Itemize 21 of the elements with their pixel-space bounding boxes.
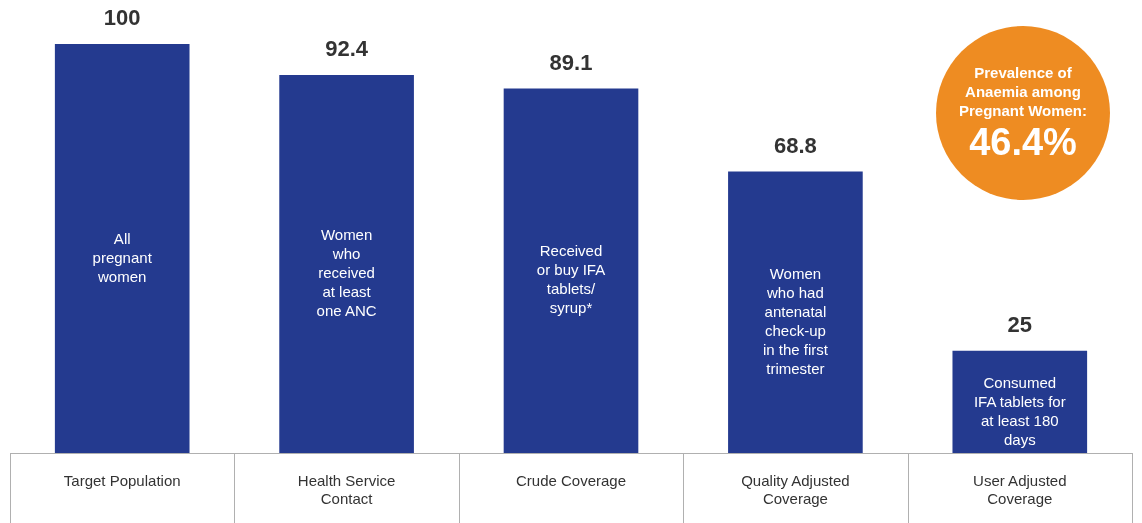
circle-badge: Prevalence of Anaemia among Pregnant Women: 46.4%: [936, 26, 1110, 200]
data-label: 25: [1007, 311, 1033, 337]
x-tick-label: User Adjusted Coverage: [973, 472, 1067, 508]
data-label: 89.1: [549, 49, 593, 75]
annotation: Received or buy IFA tablets/ syrup*: [536, 242, 606, 317]
x-tick-label: Health Service Contact: [297, 472, 396, 508]
bar: [54, 44, 190, 453]
data-label: 100: [103, 5, 141, 31]
data-label: 92.4: [325, 36, 369, 62]
annotation: Consumed IFA tablets for at least 180 days: [973, 373, 1066, 448]
data-label: 68.8: [773, 132, 817, 158]
x-tick-label: Quality Adjusted Coverage: [741, 472, 850, 508]
annotation: Prevalence of Anaemia among Pregnant Women: 46.4%: [958, 62, 1088, 164]
bar: [728, 171, 863, 453]
annotation: Women who received at least one ANC: [316, 226, 377, 320]
x-tick-label: Crude Coverage: [515, 472, 627, 490]
bar: [503, 88, 639, 453]
x-tick-label: Target Population: [63, 472, 181, 490]
annotation: Women who had antenatal check-up in the first trimester: [762, 264, 829, 377]
bar: [279, 75, 414, 453]
annotation: All pregnant women: [92, 229, 153, 285]
